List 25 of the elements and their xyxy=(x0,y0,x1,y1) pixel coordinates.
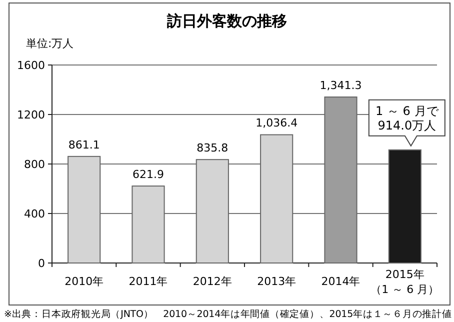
y-tick-label: 400 xyxy=(24,208,45,220)
y-tick-label: 1600 xyxy=(17,59,45,72)
bar xyxy=(132,186,165,264)
annotation: 1 ～ 6 月で 914.0万人 xyxy=(376,104,440,132)
data-label: 861.1 xyxy=(68,138,100,152)
bar xyxy=(68,156,101,264)
x-tick-label: 2011年 xyxy=(128,275,168,288)
data-label: 621.9 xyxy=(132,168,164,182)
bar xyxy=(260,134,294,264)
data-label: 1,036.4 xyxy=(256,116,298,130)
text: ※出典：日本政府観光局（JNTO） 2010～2014年は年間値（確定値）、2015年は１～６月の推計値 xyxy=(4,308,452,320)
bar xyxy=(324,96,358,264)
y-tick-label: 0 xyxy=(38,257,45,270)
y-tick-label: 800 xyxy=(24,158,45,171)
chart-title: 訪日外客数の推移 xyxy=(166,12,287,30)
data-label: 835.8 xyxy=(196,142,228,155)
bar xyxy=(196,159,229,264)
x-tick-label: 2013年 xyxy=(257,275,296,288)
x-tick-label: 2012年 xyxy=(192,275,232,288)
x-tick-label: 2015年（1 ～ 6 月） xyxy=(370,268,440,296)
x-tick-label: 2014年 xyxy=(321,275,360,288)
y-tick-label: 1200 xyxy=(17,108,45,122)
data-label: 1,341.3 xyxy=(320,79,362,92)
x-tick-label: 2010年 xyxy=(64,275,104,288)
y-axis-title: 単位:万人 xyxy=(26,37,74,50)
